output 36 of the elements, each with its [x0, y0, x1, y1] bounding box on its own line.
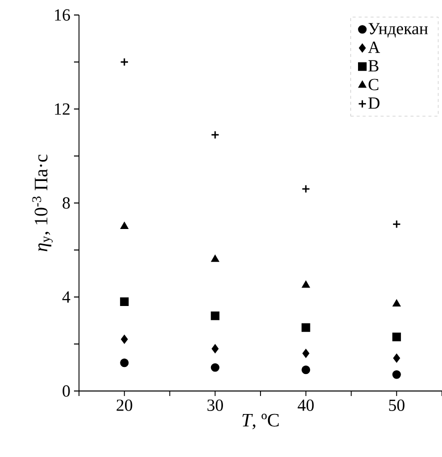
y-tick-label: 16: [55, 9, 70, 21]
point: [210, 363, 220, 372]
y-tick-label: 8: [62, 197, 70, 209]
legend-label: A: [368, 42, 380, 53]
point: [302, 349, 310, 358]
point: [120, 297, 129, 306]
point: [120, 58, 129, 66]
point: [392, 220, 401, 228]
y-tick-label: 12: [55, 103, 70, 115]
x-tick-label: 40: [298, 400, 314, 411]
point: [392, 300, 400, 307]
point: [210, 312, 220, 320]
point: [302, 366, 310, 374]
x-tick-label: 20: [116, 400, 132, 411]
y-tick-label: 0: [62, 385, 70, 397]
point: [211, 255, 219, 262]
y-axis-title: η$_{у}$, 10$^{-3}$ Па·с: [32, 154, 53, 252]
point: [392, 332, 401, 342]
point: [302, 184, 310, 194]
legend-label: C: [368, 78, 378, 90]
x-axis-title: T, ºC: [242, 414, 279, 430]
x-tick-label: 50: [389, 400, 404, 411]
legend-label: Ундекан: [368, 23, 428, 38]
legend-label: B: [368, 60, 378, 72]
point: [120, 222, 128, 229]
point: [120, 358, 129, 368]
x-tick-label: 30: [207, 400, 223, 411]
point: [212, 344, 219, 353]
point: [393, 354, 400, 362]
legend-label: D: [368, 98, 380, 109]
point: [302, 280, 310, 288]
point: [120, 335, 128, 344]
point: [302, 323, 310, 332]
point: [392, 370, 401, 379]
point: [210, 130, 220, 140]
y-tick-label: 4: [62, 291, 70, 303]
